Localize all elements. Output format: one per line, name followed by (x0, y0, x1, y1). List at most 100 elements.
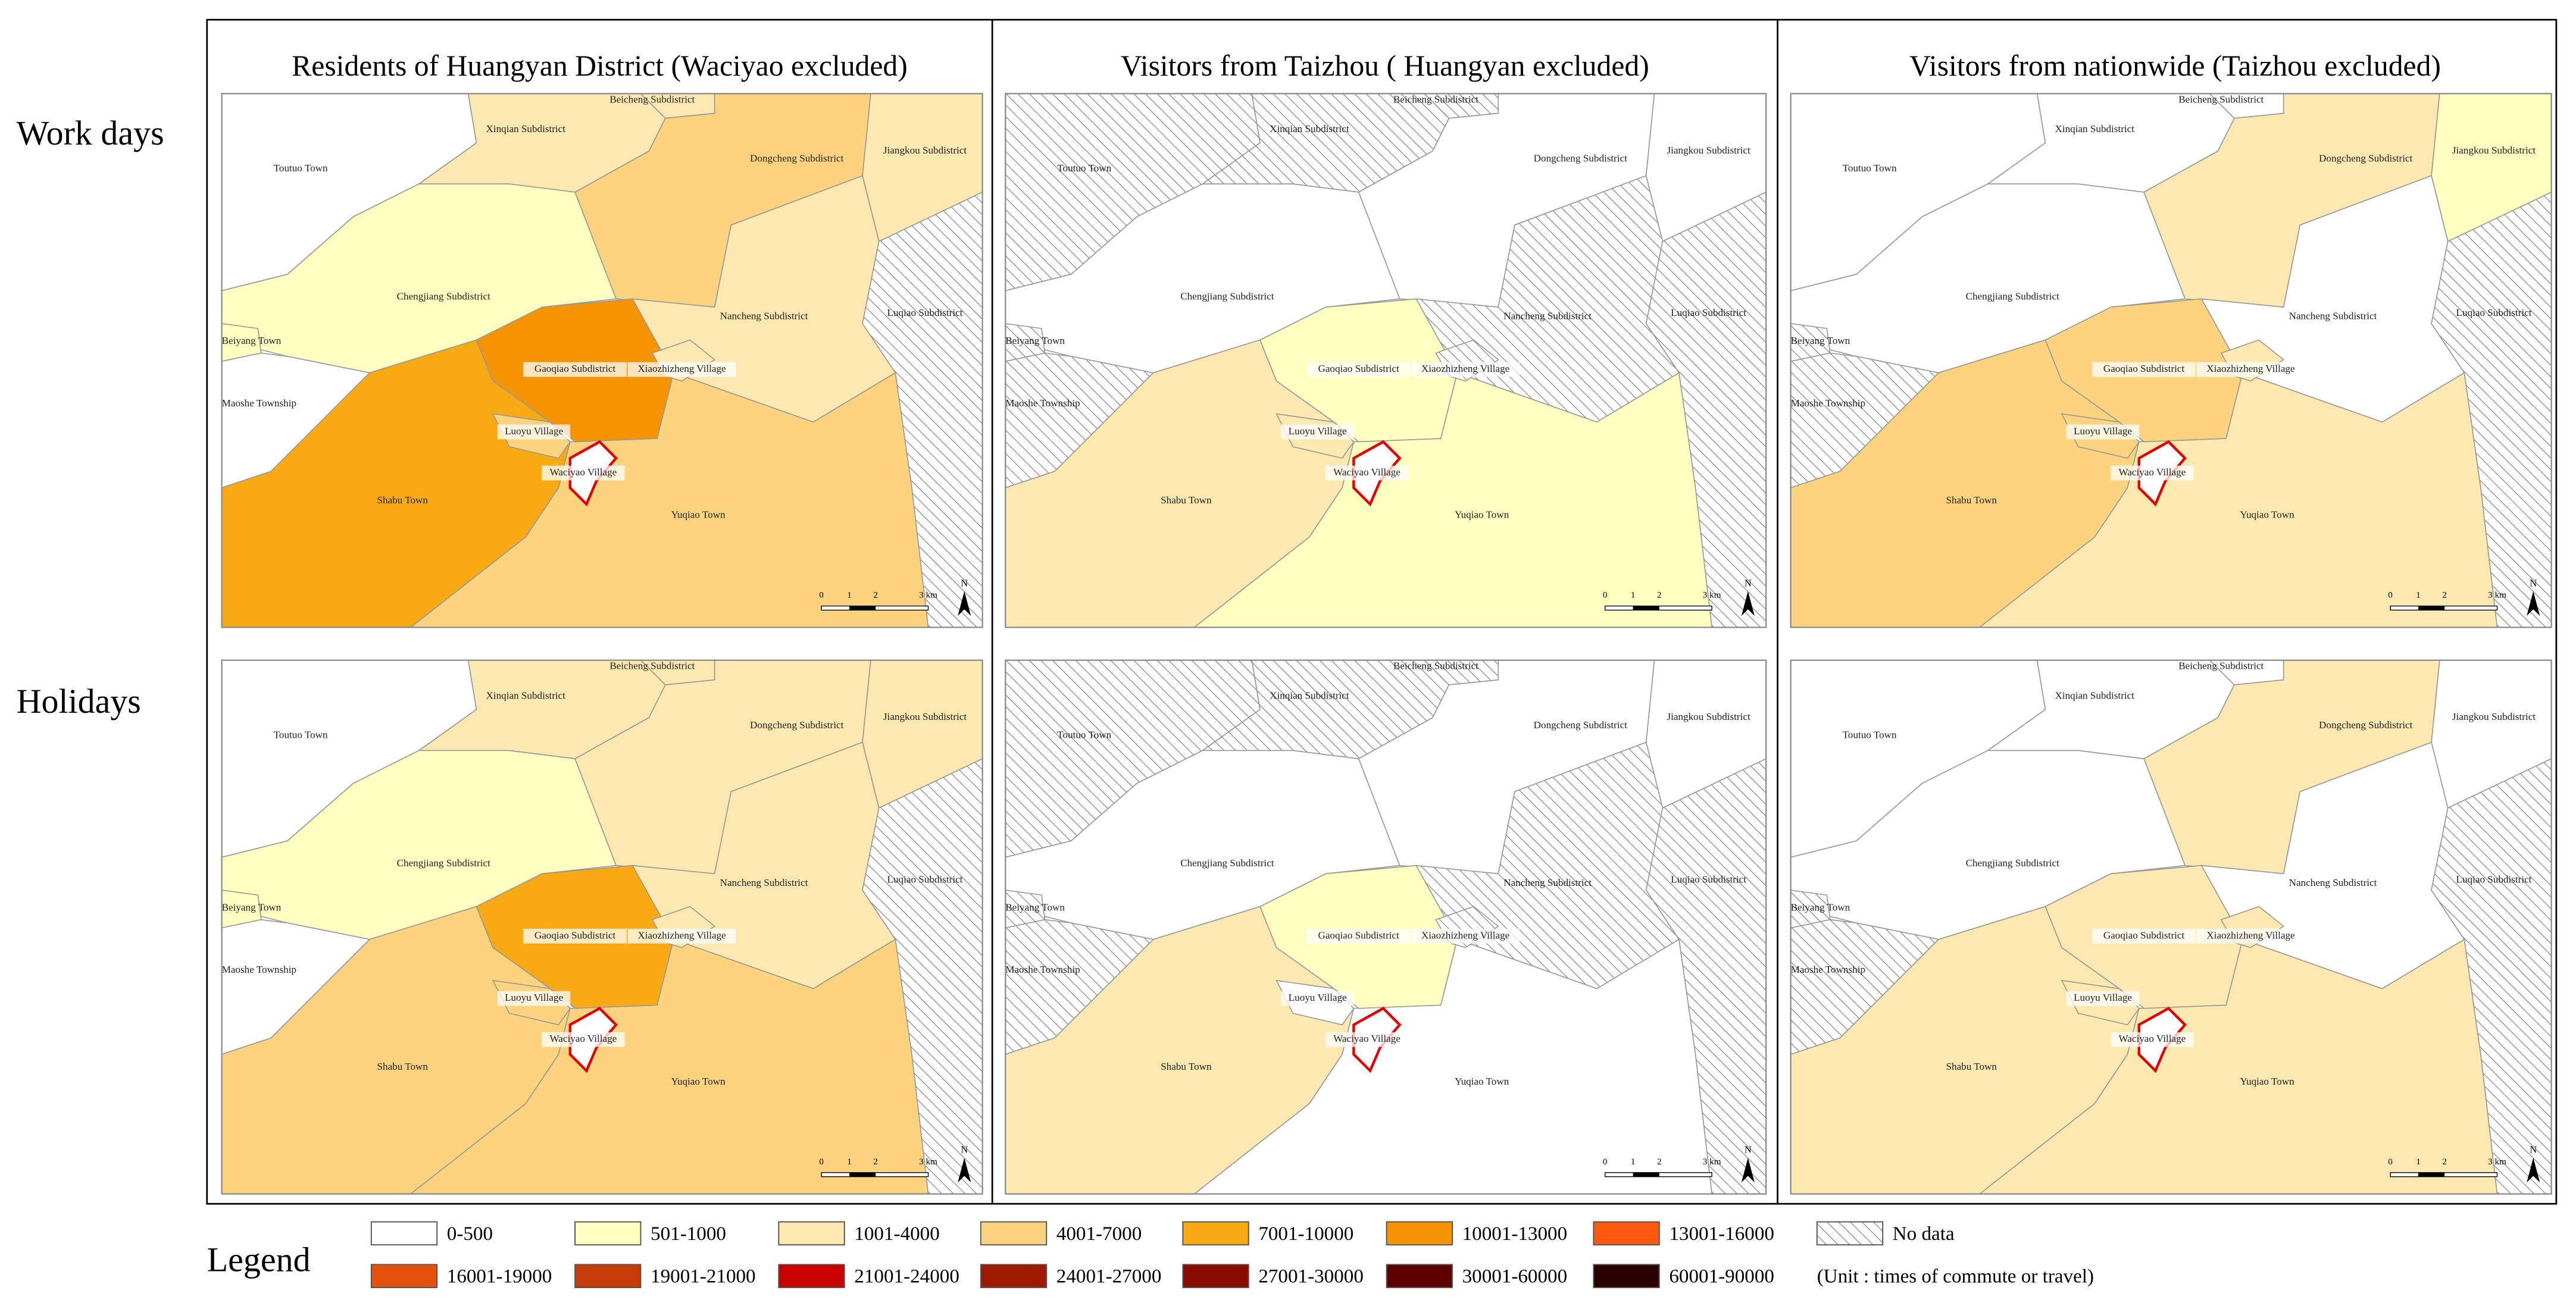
scale-label: 1 (847, 1157, 852, 1167)
map: Toutuo Town Xinqian Subdistrict Beicheng S… (221, 93, 983, 628)
map-body: Toutuo Town Xinqian Subdistrict Beicheng S… (221, 93, 983, 628)
region-label: Toutuo Town (1843, 162, 1897, 174)
legend-label: 4001-7000 (1056, 1223, 1142, 1245)
region-label: Jiangkou Subdistrict (2452, 145, 2536, 156)
region-label: Jiangkou Subdistrict (1667, 711, 1750, 722)
region-label: Dongcheng Subdistrict (1534, 719, 1628, 731)
region-label: Waciyao Village (550, 1033, 617, 1044)
scale-label: 3 km (2488, 1157, 2506, 1167)
region-label: Toutuo Town (1057, 162, 1111, 174)
legend-label: 60001-90000 (1669, 1266, 1774, 1288)
region-label: Dongcheng Subdistrict (1534, 153, 1628, 164)
scale-label: 2 (2442, 1157, 2447, 1167)
scale-label: 0 (2388, 590, 2393, 600)
north-label: N (2530, 577, 2537, 588)
region-label: Beiyang Town (1005, 901, 1065, 913)
region-label: Dongcheng Subdistrict (750, 153, 844, 164)
region-label: Dongcheng Subdistrict (2319, 719, 2413, 731)
label-background (1281, 424, 1354, 440)
region-label: Toutuo Town (1843, 729, 1897, 741)
region-label: Gaoqiao Subdistrict (2103, 929, 2185, 941)
legend-swatch (370, 1264, 438, 1288)
map-frame (1005, 93, 1767, 628)
region-label: Waciyao Village (550, 466, 617, 478)
region-label: Beicheng Subdistrict (1393, 93, 1478, 105)
legend-swatch (574, 1221, 642, 1246)
region-label: Nancheng Subdistrict (2289, 311, 2377, 322)
region-label: Maoshe Township (1005, 964, 1080, 975)
label-background (1325, 465, 1409, 481)
region-label: Xinqian Subdistrict (1270, 690, 1349, 701)
label-background (2092, 928, 2196, 944)
legend-swatch (1182, 1221, 1249, 1246)
region-label: Luqiao Subdistrict (1671, 873, 1746, 885)
legend-label: 0-500 (447, 1223, 493, 1245)
legend-label: 7001-10000 (1258, 1223, 1353, 1245)
region-label: Xinqian Subdistrict (2055, 123, 2134, 134)
region-label: Dongcheng Subdistrict (2319, 153, 2413, 164)
label-background (1306, 362, 1411, 377)
region-label: Luoyu Village (2074, 425, 2132, 437)
region-label: Luqiao Subdistrict (887, 873, 963, 885)
map: Toutuo Town Xinqian Subdistrict Beicheng S… (1005, 659, 1767, 1195)
legend-label: No data (1893, 1223, 1955, 1245)
region-label: Luoyu Village (505, 425, 563, 437)
region-label: Jiangkou Subdistrict (883, 711, 967, 722)
scale-bar-segment (2418, 1172, 2445, 1177)
scale-label: 3 km (1703, 1157, 1721, 1167)
legend-unit: (Unit : times of commute or travel) (1817, 1266, 2094, 1288)
legend-swatch (1386, 1264, 1453, 1288)
legend-swatch (370, 1221, 438, 1246)
scale-bar-segment (2418, 606, 2445, 610)
region-label: Waciyao Village (2119, 1033, 2186, 1044)
scale-label: 3 km (1703, 590, 1721, 600)
legend-swatch (980, 1264, 1048, 1288)
legend-swatch (778, 1264, 845, 1288)
label-background (2111, 465, 2194, 481)
label-background (497, 424, 571, 440)
region-label: Chengjiang Subdistrict (1966, 857, 2060, 869)
row-label: Holidays (17, 682, 141, 721)
scale-label: 1 (2416, 1157, 2421, 1167)
region-label: Beicheng Subdistrict (609, 660, 695, 672)
label-background (2066, 424, 2140, 440)
region-label: Yuqiao Town (1455, 509, 1509, 521)
legend-label: 1001-4000 (854, 1223, 939, 1245)
north-arrow (2527, 1157, 2540, 1183)
legend-title: Legend (207, 1240, 311, 1279)
legend-label: 19001-21000 (651, 1266, 756, 1288)
scale-bar-segment (849, 606, 876, 610)
map-frame (1790, 659, 2552, 1195)
region-label: Maoshe Township (1791, 397, 1865, 409)
region-label: Waciyao Village (2119, 466, 2186, 478)
region-label: Xinqian Subdistrict (2055, 690, 2134, 701)
map: Toutuo Town Xinqian Subdistrict Beicheng S… (221, 659, 983, 1195)
north-arrow (958, 591, 971, 616)
legend-swatch (1182, 1264, 1249, 1288)
north-arrow (1741, 591, 1755, 616)
region-label: Beiyang Town (222, 901, 282, 913)
region-label: Waciyao Village (1333, 466, 1400, 478)
legend-swatch (778, 1221, 845, 1246)
region-label: Toutuo Town (274, 729, 328, 741)
scale-label: 1 (1631, 1157, 1636, 1167)
scale-bar-segment (1633, 606, 1659, 610)
map-frame (221, 93, 983, 628)
map-body: Toutuo Town Xinqian Subdistrict Beicheng S… (1005, 660, 1767, 1194)
region-label: Beiyang Town (1791, 901, 1850, 913)
legend-label: 24001-27000 (1056, 1266, 1162, 1288)
region-label: Shabu Town (377, 1061, 429, 1072)
region-label: Luqiao Subdistrict (2456, 307, 2532, 318)
label-background (1325, 1032, 1409, 1047)
region-label: Maoshe Township (1005, 397, 1080, 409)
region-label: Beicheng Subdistrict (2178, 93, 2264, 105)
region-label: Shabu Town (377, 494, 429, 506)
legend-swatch (574, 1264, 642, 1288)
legend-swatch (980, 1221, 1048, 1246)
region-label: Beicheng Subdistrict (609, 93, 695, 105)
region-label: Nancheng Subdistrict (1503, 877, 1592, 888)
column-title: Residents of Huangyan District (Waciyao … (292, 49, 908, 82)
map-body: Toutuo Town Xinqian Subdistrict Beicheng S… (1790, 93, 2552, 628)
region-label: Yuqiao Town (1455, 1076, 1509, 1087)
